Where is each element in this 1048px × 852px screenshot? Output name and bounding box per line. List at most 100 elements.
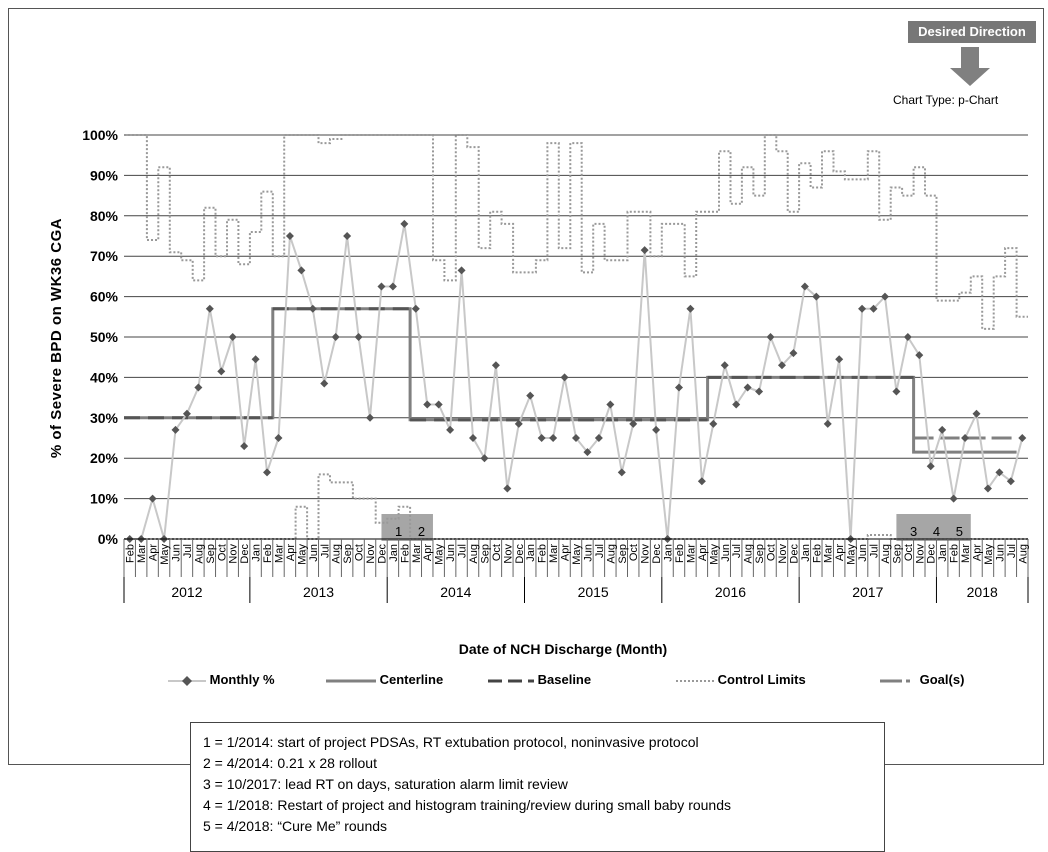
monthly-point bbox=[182, 409, 191, 418]
month-label: Aug bbox=[743, 544, 755, 564]
month-label: Jul bbox=[731, 544, 743, 558]
month-label: Mar bbox=[960, 544, 972, 563]
month-label: Jan bbox=[388, 544, 400, 562]
month-label: Mar bbox=[548, 544, 560, 563]
monthly-point bbox=[789, 349, 798, 358]
annotation-label: 2 bbox=[418, 524, 425, 539]
month-label: Oct bbox=[491, 544, 503, 561]
annotation-label: 4 bbox=[933, 524, 940, 539]
monthly-point bbox=[869, 304, 878, 313]
y-tick-label: 30% bbox=[90, 410, 119, 426]
monthly-point bbox=[205, 304, 214, 313]
note-5: 5 = 4/2018: “Cure Me” rounds bbox=[203, 818, 388, 834]
monthly-point bbox=[423, 400, 432, 409]
month-label: Feb bbox=[949, 544, 961, 563]
month-label: Jun bbox=[994, 544, 1006, 562]
y-tick-label: 50% bbox=[90, 329, 119, 345]
monthly-point bbox=[915, 351, 924, 360]
monthly-point bbox=[640, 246, 649, 255]
note-3: 3 = 10/2017: lead RT on days, saturation… bbox=[203, 776, 568, 792]
month-label: Sep bbox=[891, 544, 903, 564]
monthly-point bbox=[537, 434, 546, 442]
monthly-point bbox=[434, 400, 443, 409]
monthly-point bbox=[572, 434, 580, 442]
monthly-point bbox=[629, 419, 638, 428]
month-label: Jan bbox=[251, 544, 263, 562]
monthly-point bbox=[858, 304, 867, 313]
month-label: Mar bbox=[411, 544, 423, 563]
monthly-point bbox=[880, 292, 889, 301]
legend-goal-swatch bbox=[880, 679, 910, 683]
month-label: May bbox=[708, 544, 720, 565]
note-4: 4 = 1/2018: Restart of project and histo… bbox=[203, 797, 732, 813]
y-tick-label: 100% bbox=[82, 127, 118, 143]
monthly-point bbox=[514, 419, 523, 428]
monthly-point bbox=[148, 494, 157, 503]
legend-baseline: Baseline bbox=[488, 672, 591, 688]
month-label: Oct bbox=[628, 544, 640, 561]
month-label: Aug bbox=[605, 544, 617, 564]
monthly-point bbox=[732, 400, 741, 409]
month-label: Aug bbox=[1017, 544, 1029, 564]
y-tick-label: 70% bbox=[90, 248, 119, 264]
month-label: May bbox=[846, 544, 858, 565]
monthly-point bbox=[446, 425, 455, 434]
note-1: 1 = 1/2014: start of project PDSAs, RT e… bbox=[203, 734, 699, 750]
month-label: Mar bbox=[274, 544, 286, 563]
month-label: Nov bbox=[777, 544, 789, 564]
legend-goal: Goal(s) bbox=[880, 672, 964, 688]
month-label: May bbox=[571, 544, 583, 565]
y-tick-label: 90% bbox=[90, 167, 119, 183]
desired-direction-box: Desired Direction bbox=[908, 21, 1036, 43]
y-tick-label: 60% bbox=[90, 289, 119, 305]
month-label: May bbox=[159, 544, 171, 565]
monthly-point bbox=[949, 494, 958, 503]
monthly-point bbox=[480, 454, 489, 463]
y-tick-label: 0% bbox=[98, 531, 119, 547]
month-label: Sep bbox=[205, 544, 217, 564]
monthly-point bbox=[228, 333, 237, 341]
monthly-point bbox=[709, 419, 718, 428]
monthly-point bbox=[503, 484, 512, 493]
month-label: Jun bbox=[445, 544, 457, 562]
month-label: Mar bbox=[685, 544, 697, 563]
month-label: Dec bbox=[651, 544, 663, 564]
month-label: Nov bbox=[228, 544, 240, 564]
monthly-point bbox=[674, 383, 683, 392]
monthly-point bbox=[606, 400, 615, 409]
monthly-point bbox=[171, 425, 180, 434]
month-label: Feb bbox=[399, 544, 411, 563]
month-label: Nov bbox=[502, 544, 514, 564]
monthly-point bbox=[743, 383, 752, 392]
annotation-box bbox=[896, 514, 971, 541]
month-label: Dec bbox=[377, 544, 389, 564]
month-label: Apr bbox=[148, 544, 160, 561]
monthly-point bbox=[812, 292, 821, 301]
month-label: Feb bbox=[674, 544, 686, 563]
year-label: 2015 bbox=[578, 584, 609, 600]
monthly-point bbox=[697, 477, 706, 486]
monthly-point bbox=[469, 434, 478, 442]
monthly-point bbox=[297, 266, 306, 275]
chart-type-label: Chart Type: p-Chart bbox=[893, 93, 999, 107]
x-axis-label: Date of NCH Discharge (Month) bbox=[459, 641, 667, 657]
year-label: 2013 bbox=[303, 584, 334, 600]
month-label: Jun bbox=[308, 544, 320, 562]
y-axis-label: % of Severe BPD on WK36 CGA bbox=[48, 218, 65, 458]
month-label: Oct bbox=[354, 544, 366, 561]
month-label: Jun bbox=[582, 544, 594, 562]
month-label: Feb bbox=[262, 544, 274, 563]
legend-monthly-label: Monthly % bbox=[209, 672, 275, 687]
monthly-point bbox=[240, 442, 249, 451]
month-label: Dec bbox=[514, 544, 526, 564]
month-label: Oct bbox=[903, 544, 915, 561]
annotation-label: 1 bbox=[395, 524, 402, 539]
legend-control: Control Limits bbox=[676, 672, 806, 688]
monthly-point bbox=[217, 367, 226, 376]
month-label: Jan bbox=[525, 544, 537, 562]
monthly-series-line bbox=[129, 223, 1024, 540]
monthly-point bbox=[617, 468, 626, 477]
month-label: Sep bbox=[617, 544, 629, 564]
lower-control-limit bbox=[124, 473, 1028, 540]
legend-monthly: Monthly % bbox=[168, 672, 275, 688]
